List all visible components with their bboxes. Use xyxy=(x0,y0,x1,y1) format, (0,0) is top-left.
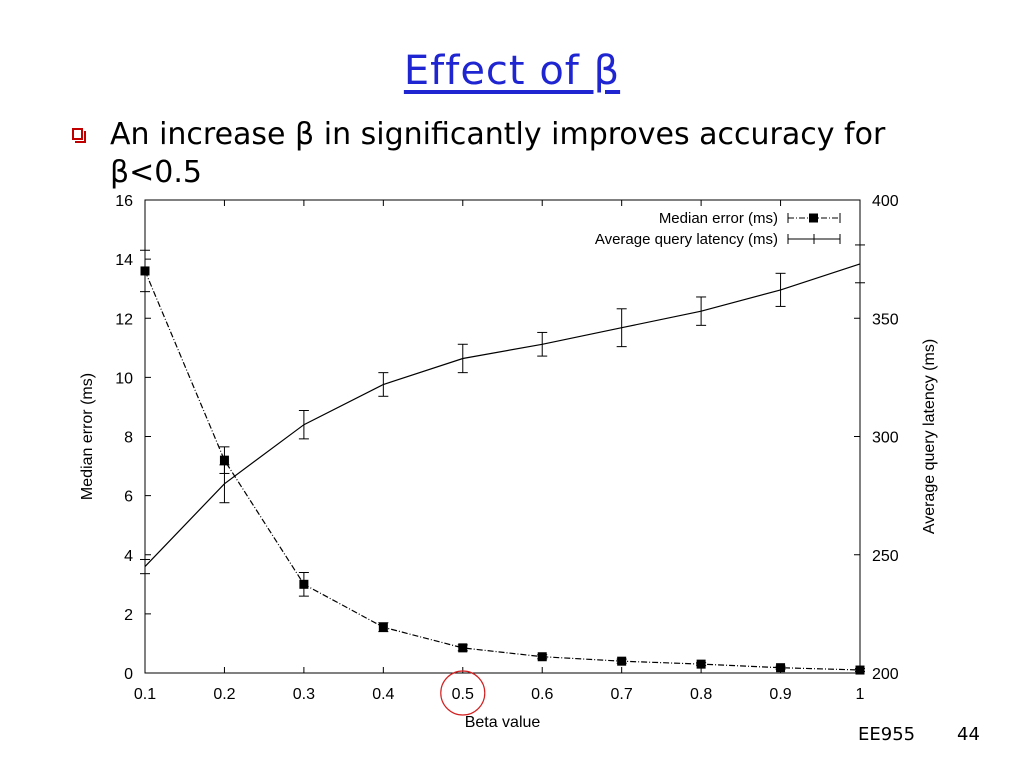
page-number: 44 xyxy=(957,724,980,745)
median-error-point xyxy=(458,643,468,653)
legend-label-latency: Average query latency (ms) xyxy=(595,231,778,248)
x-tick-label: 0.5 xyxy=(452,686,474,703)
bullet-item: An increase β in significantly improves … xyxy=(72,116,952,192)
median-error-point xyxy=(776,663,786,673)
x-tick-label: 0.1 xyxy=(134,686,156,703)
slide-title: Effect of β xyxy=(403,48,621,94)
y-left-tick-label: 14 xyxy=(115,252,133,269)
x-tick-label: 1 xyxy=(856,686,865,703)
y-left-tick-label: 0 xyxy=(124,666,133,683)
y-left-tick-label: 2 xyxy=(124,607,133,624)
x-tick-label: 0.2 xyxy=(213,686,235,703)
y-right-tick-label: 350 xyxy=(872,311,899,328)
y-left-tick-label: 10 xyxy=(115,370,133,387)
plot-frame xyxy=(144,199,861,674)
median-error-point xyxy=(855,665,865,675)
median-error-point xyxy=(378,622,388,632)
y-right-tick-label: 300 xyxy=(872,430,899,447)
x-tick-label: 0.4 xyxy=(372,686,394,703)
highlight-circle xyxy=(440,670,486,716)
legend-label-median: Median error (ms) xyxy=(659,210,778,227)
y-right-tick-label: 400 xyxy=(872,193,899,210)
median-error-point xyxy=(617,656,627,666)
x-tick-label: 0.8 xyxy=(690,686,712,703)
median-error-point xyxy=(219,455,229,465)
x-tick-label: 0.9 xyxy=(769,686,791,703)
latency-line xyxy=(144,263,861,568)
y-right-axis-label: Average query latency (ms) xyxy=(921,339,938,534)
median-error-line xyxy=(144,270,861,671)
square-bullet-icon xyxy=(72,128,86,143)
y-left-tick-label: 8 xyxy=(124,430,133,447)
legend-marker-median xyxy=(809,213,818,223)
median-error-point xyxy=(696,659,706,669)
y-right-tick-label: 200 xyxy=(872,666,899,683)
x-tick-label: 0.7 xyxy=(611,686,633,703)
y-left-tick-label: 4 xyxy=(124,548,133,565)
x-tick-label: 0.6 xyxy=(531,686,553,703)
median-error-point xyxy=(299,579,309,589)
x-axis-label: Beta value xyxy=(465,714,541,731)
median-error-point xyxy=(140,266,150,276)
y-right-tick-label: 250 xyxy=(872,548,899,565)
y-left-tick-label: 6 xyxy=(124,489,133,506)
footer-course: EE955 xyxy=(858,724,916,745)
y-left-tick-label: 12 xyxy=(115,311,133,328)
x-tick-label: 0.3 xyxy=(293,686,315,703)
y-left-tick-label: 16 xyxy=(115,193,133,210)
y-left-axis-label: Median error (ms) xyxy=(79,373,96,500)
bullet-text: An increase β in significantly improves … xyxy=(110,117,886,190)
median-error-point xyxy=(537,652,547,662)
